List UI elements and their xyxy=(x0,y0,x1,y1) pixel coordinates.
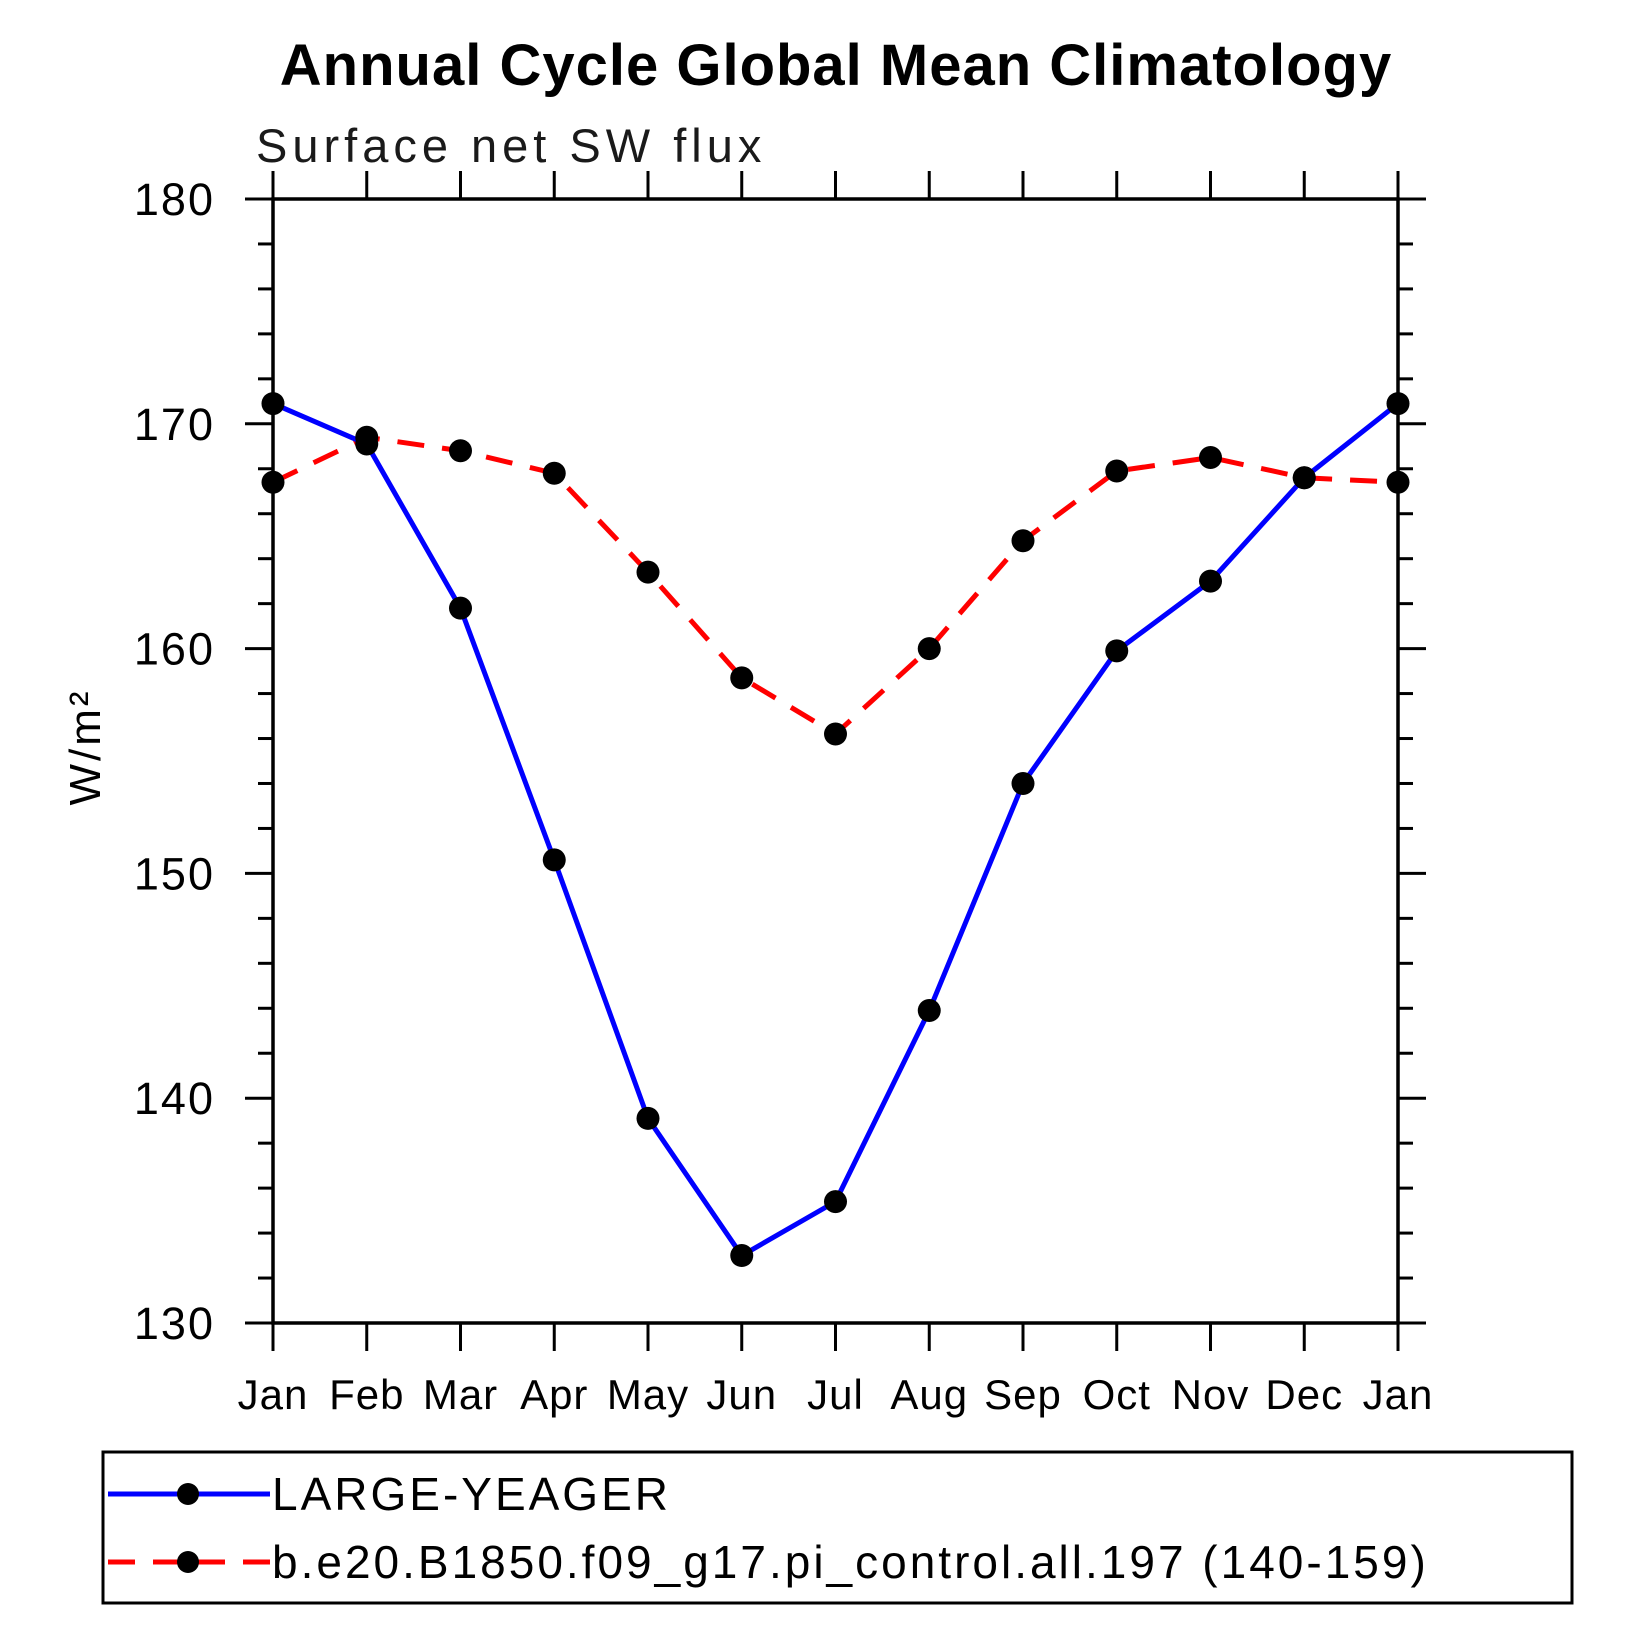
x-tick-label: Jul xyxy=(807,1371,864,1418)
y-tick-label: 140 xyxy=(134,1073,215,1124)
y-tick-label: 180 xyxy=(134,174,215,225)
x-tick-label: Jan xyxy=(238,1371,309,1418)
data-point-marker xyxy=(824,722,847,746)
data-point-marker xyxy=(1105,639,1129,663)
plot-frame xyxy=(271,197,1400,1325)
y-tick-label: 160 xyxy=(134,624,215,675)
data-series xyxy=(261,392,1410,1268)
x-tick-label: Oct xyxy=(1083,1371,1151,1418)
plot-frame-border xyxy=(271,197,1400,1325)
x-tick-label: Nov xyxy=(1172,1371,1250,1418)
x-tick-label: May xyxy=(607,1371,689,1418)
legend-samples xyxy=(108,1483,270,1573)
data-point-marker xyxy=(542,461,566,485)
x-tick-label: Dec xyxy=(1265,1371,1343,1418)
x-tick-label: Feb xyxy=(329,1371,404,1418)
data-point-marker xyxy=(730,666,754,690)
legend: LARGE-YEAGER b.e20.B1850.f09_g17.pi_cont… xyxy=(101,1450,1574,1605)
data-point-marker xyxy=(636,1106,660,1130)
x-tick-label: Jan xyxy=(1363,1371,1434,1418)
legend-box xyxy=(101,1450,1574,1605)
data-point-marker xyxy=(917,999,941,1023)
chart-subtitle: Surface net SW flux xyxy=(256,119,766,172)
data-point-marker xyxy=(917,637,941,661)
chart-title: Annual Cycle Global Mean Climatology xyxy=(280,33,1392,98)
axis-ticks xyxy=(245,171,1426,1351)
x-tick-label: Mar xyxy=(423,1371,498,1418)
x-tick-label: Jun xyxy=(706,1371,777,1418)
series-line-model xyxy=(271,434,1399,737)
data-point-marker xyxy=(1011,771,1035,795)
data-point-marker xyxy=(355,432,379,456)
legend-label-model: b.e20.B1850.f09_g17.pi_control.all.197 (… xyxy=(272,1536,1429,1588)
y-tick-label: 130 xyxy=(134,1298,215,1349)
y-tick-label: 150 xyxy=(134,848,215,899)
y-tick-label: 170 xyxy=(134,399,215,450)
data-point-marker xyxy=(1011,529,1035,553)
x-tick-label: Aug xyxy=(890,1371,968,1418)
data-point-marker xyxy=(1105,459,1129,483)
legend-label-large-yeager: LARGE-YEAGER xyxy=(272,1468,671,1520)
legend-dot-large-yeager xyxy=(177,1483,199,1505)
data-point-marker xyxy=(449,439,472,463)
data-point-marker xyxy=(449,596,472,620)
data-point-marker xyxy=(1199,446,1222,470)
x-tick-label: Apr xyxy=(520,1371,588,1418)
data-point-marker xyxy=(542,848,566,872)
data-point-marker xyxy=(1292,466,1316,490)
data-point-marker xyxy=(636,560,660,584)
axis-tick-labels: Jan Feb Mar Apr May Jun Jul Aug Sep Oct Nov Dec Jan 1… xyxy=(134,174,1434,1418)
x-tick-label: Sep xyxy=(984,1371,1062,1418)
series-line-large-yeager xyxy=(272,401,1400,1259)
data-point-marker xyxy=(1199,569,1222,593)
legend-dot-model xyxy=(177,1551,199,1573)
y-axis-label: W/m² xyxy=(61,688,110,805)
data-point-marker xyxy=(824,1190,847,1214)
data-point-marker xyxy=(730,1244,754,1268)
